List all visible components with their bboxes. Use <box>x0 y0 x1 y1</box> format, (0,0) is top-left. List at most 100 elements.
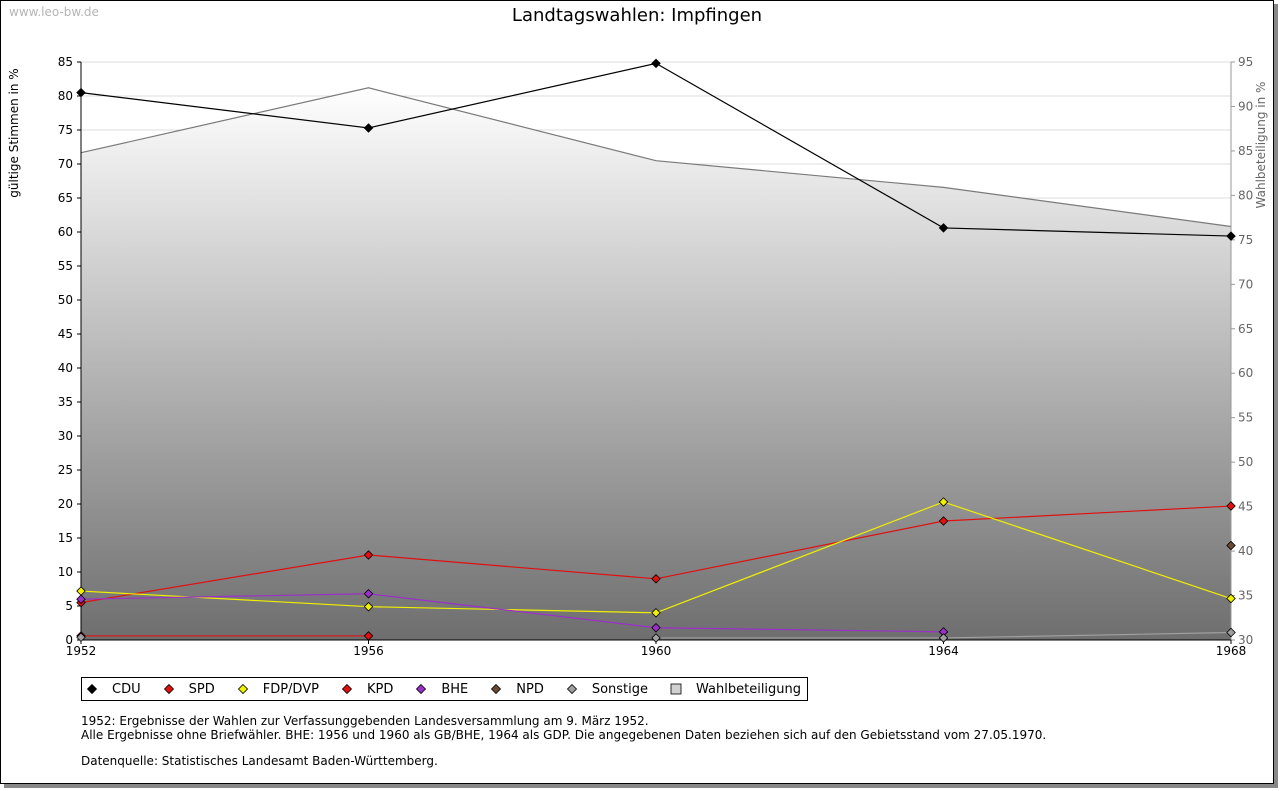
y-tick-label-75: 75 <box>58 123 73 137</box>
footnote-source: Datenquelle: Statistisches Landesamt Bad… <box>81 754 438 768</box>
watermark: www.leo-bw.de <box>9 5 99 19</box>
y2-tick-label-40: 40 <box>1238 544 1253 558</box>
point-cdu-1968 <box>1226 231 1236 241</box>
y-tick-label-65: 65 <box>58 191 73 205</box>
y-tick-label-15: 15 <box>58 531 73 545</box>
turnout-area <box>81 87 1231 640</box>
x-tick-label-1956: 1956 <box>353 644 384 658</box>
legend-item-kpd: KPD <box>341 682 393 697</box>
legend-label-kpd: KPD <box>366 681 394 697</box>
point-npd-1968 <box>1226 540 1236 551</box>
turnout-area-layer <box>80 87 1232 640</box>
point-cdu-1952 <box>76 87 86 98</box>
footnotes: 1952: Ergebnisse der Wahlen zur Verfassu… <box>81 714 1046 768</box>
point-sonstige-1952 <box>76 632 86 643</box>
y-tick-label-5: 5 <box>65 599 73 613</box>
y2-tick-label-35: 35 <box>1238 589 1253 603</box>
turnout-line <box>80 87 1232 228</box>
point-spd-1968 <box>1226 501 1236 511</box>
point-cdu-1956 <box>363 123 374 133</box>
point-sonstige-1960 <box>651 633 661 643</box>
y2-tick-label-95: 95 <box>1238 55 1253 69</box>
y2-tick-label-80: 80 <box>1238 188 1253 202</box>
legend-label-fdp-dvp: FDP/DVP <box>262 681 319 697</box>
legend-item-bhe: BHE <box>415 682 468 697</box>
y-tick-label-80: 80 <box>58 89 73 103</box>
x-tick-label-1952: 1952 <box>66 644 97 658</box>
x-tick-label-1968: 1968 <box>1216 644 1247 658</box>
legend-label-spd: SPD <box>188 681 215 697</box>
point-bhe-1956 <box>363 588 374 599</box>
legend-label-cdu: CDU <box>112 681 141 697</box>
legend-marker-cdu <box>86 683 98 695</box>
legend-marker-bhe <box>415 683 427 695</box>
y-tick-label-55: 55 <box>58 259 73 273</box>
legend-item-spd: SPD <box>163 682 215 697</box>
point-fdp-dvp-1968 <box>1226 593 1236 604</box>
series-points-layer <box>76 58 1236 643</box>
y2-tick-label-55: 55 <box>1238 411 1253 425</box>
y-tick-label-45: 45 <box>58 327 73 341</box>
axes-layer: 0 5 10 15 20 25 30 35 40 45 50 55 60 65 70 75 80 85 30 35 40… <box>58 55 1254 658</box>
chart-title: Landtagswahlen: Impfingen <box>511 5 763 26</box>
point-bhe-1952 <box>76 594 86 604</box>
y2-tick-label-90: 90 <box>1238 99 1253 113</box>
point-spd-1956 <box>363 550 374 560</box>
legend-item-fdp-dvp: FDP/DVP <box>237 682 319 697</box>
footnote-1952: 1952: Ergebnisse der Wahlen zur Verfassu… <box>81 714 649 728</box>
legend-marker-spd <box>163 683 175 695</box>
y2-tick-label-50: 50 <box>1238 455 1253 469</box>
chart-svg: 0 5 10 15 20 25 30 35 40 45 50 55 60 65 70 75 80 85 30 35 40… <box>7 55 1268 658</box>
point-cdu-1960 <box>651 58 661 69</box>
series-line-bhe <box>80 593 944 633</box>
y-tick-label-30: 30 <box>58 429 73 443</box>
point-spd-1964 <box>938 516 949 526</box>
legend-marker-kpd <box>341 683 353 695</box>
y2-axis-label: Wahlbeteiligung in % <box>1254 82 1268 209</box>
y-tick-label-40: 40 <box>58 361 73 375</box>
point-fdp-dvp-1956 <box>363 601 374 612</box>
point-kpd-1956 <box>363 631 374 641</box>
point-fdp-dvp-1960 <box>651 608 661 618</box>
legend-marker-wahlbeteiligung <box>670 683 682 695</box>
legend-label-sonstige: Sonstige <box>591 681 649 697</box>
legend-item-cdu: CDU <box>86 682 141 697</box>
y2-tick-label-70: 70 <box>1238 277 1253 291</box>
point-sonstige-1964 <box>938 633 949 643</box>
y-tick-label-10: 10 <box>58 565 73 579</box>
x-tick-label-1964: 1964 <box>928 644 959 658</box>
y2-tick-label-30: 30 <box>1238 633 1253 647</box>
y-tick-label-35: 35 <box>58 395 73 409</box>
y2-tick-label-65: 65 <box>1238 322 1253 336</box>
point-bhe-1960 <box>651 622 661 633</box>
y-tick-label-50: 50 <box>58 293 73 307</box>
point-sonstige-1968 <box>1226 627 1236 638</box>
y-tick-label-60: 60 <box>58 225 73 239</box>
legend-item-sonstige: Sonstige <box>566 682 648 697</box>
point-spd-1960 <box>651 574 661 584</box>
y-tick-label-0: 0 <box>65 633 73 647</box>
legend: CDU SPD FDP/DVP KPD BHE NPD Sonstige Wahlbeteil… <box>81 677 809 701</box>
y-tick-label-25: 25 <box>58 463 73 477</box>
y2-tick-label-60: 60 <box>1238 366 1253 380</box>
point-fdp-dvp-1964 <box>938 497 949 507</box>
legend-label-npd: NPD <box>516 681 544 697</box>
y-axis-label: gültige Stimmen in % <box>7 68 21 197</box>
x-tick-label-1960: 1960 <box>641 644 672 658</box>
footnote-briefwaehler: Alle Ergebnisse ohne Briefwähler. BHE: 1… <box>81 728 1047 742</box>
legend-label-bhe: BHE <box>441 681 469 697</box>
legend-marker-npd <box>490 683 502 695</box>
y-tick-label-20: 20 <box>58 497 73 511</box>
y-tick-label-85: 85 <box>58 55 73 69</box>
y2-tick-label-75: 75 <box>1238 233 1253 247</box>
legend-label-wahlbeteiligung: Wahlbeteiligung <box>696 681 802 697</box>
point-cdu-1964 <box>938 223 949 233</box>
legend-marker-sonstige <box>566 683 578 695</box>
legend-marker-fdp-dvp <box>237 683 249 695</box>
legend-item-npd: NPD <box>490 682 544 697</box>
legend-item-wahlbeteiligung: Wahlbeteiligung <box>670 682 801 697</box>
y-tick-label-70: 70 <box>58 157 73 171</box>
y2-tick-label-45: 45 <box>1238 500 1253 514</box>
y2-tick-label-85: 85 <box>1238 144 1253 158</box>
